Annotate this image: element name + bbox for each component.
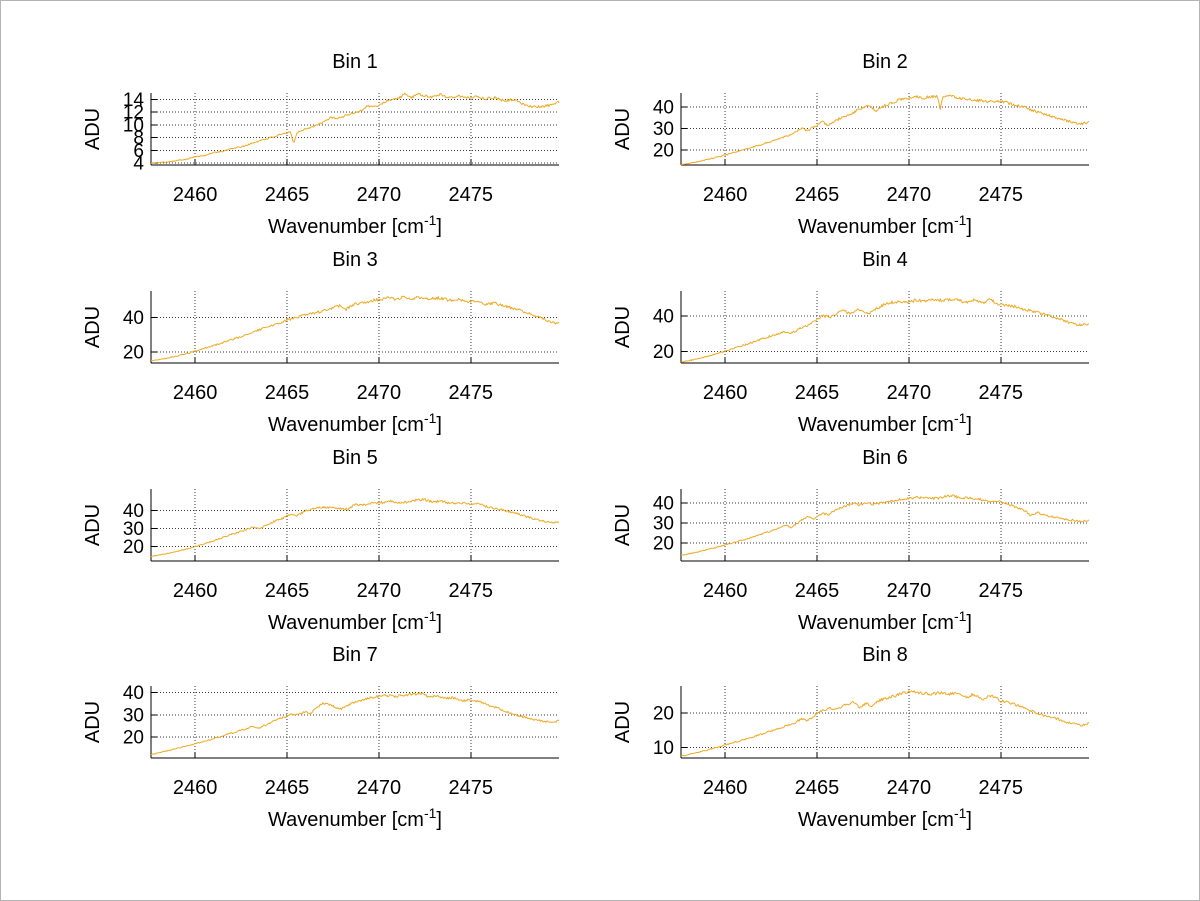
y-tick-label: 40 (653, 98, 674, 119)
y-axis-label: ADU (612, 504, 634, 546)
subplot-title: Bin 2 (862, 51, 908, 73)
y-tick-label: 30 (123, 705, 144, 726)
spectrum-line (680, 298, 1090, 363)
spectrum-line (150, 692, 560, 756)
spectrum-line (680, 494, 1090, 556)
x-tick-label: 2470 (887, 777, 932, 799)
y-tick-label: 40 (123, 683, 144, 704)
x-tick-label: 2460 (173, 580, 218, 602)
y-tick-label: 4 (133, 154, 144, 175)
y-axis-label: ADU (82, 504, 104, 546)
x-tick-label: 2475 (449, 184, 494, 206)
subplot-title: Bin 8 (862, 644, 908, 666)
y-tick-label: 30 (123, 519, 144, 540)
x-axis-label: Wavenumber [cm-1] (268, 805, 442, 831)
y-tick-label: 20 (123, 343, 144, 364)
spectrum-line (150, 498, 560, 558)
x-tick-label: 2460 (703, 777, 748, 799)
x-tick-label: 2470 (887, 184, 932, 206)
y-tick-label: 14 (123, 90, 145, 111)
x-tick-label: 2475 (979, 382, 1024, 404)
y-axis-label: ADU (82, 108, 104, 150)
y-tick-label: 20 (123, 728, 144, 749)
subplot-title: Bin 5 (332, 447, 378, 469)
subplot-bin-3: Bin 3 20 40 2460 2465 2470 2475 ADU Wavenumber [… (82, 249, 560, 436)
y-tick-label: 8 (133, 128, 144, 149)
y-axis-label: ADU (82, 306, 104, 348)
x-tick-label: 2460 (703, 184, 748, 206)
x-tick-label: 2470 (357, 580, 402, 602)
x-tick-label: 2465 (265, 777, 310, 799)
y-tick-label: 20 (653, 703, 674, 724)
subplot-title: Bin 6 (862, 447, 908, 469)
x-tick-label: 2470 (357, 184, 402, 206)
y-tick-label: 20 (653, 342, 674, 363)
spectrum-line (680, 690, 1090, 757)
x-tick-label: 2465 (265, 382, 310, 404)
x-tick-label: 2470 (357, 777, 402, 799)
x-tick-label: 2465 (795, 184, 840, 206)
x-tick-label: 2475 (449, 580, 494, 602)
y-axis-label: ADU (612, 701, 634, 743)
x-tick-label: 2470 (887, 580, 932, 602)
y-tick-label: 20 (123, 537, 144, 558)
y-axis-label: ADU (612, 108, 634, 150)
y-tick-label: 10 (123, 115, 144, 136)
y-tick-label: 40 (653, 306, 674, 327)
spectrum-line (680, 94, 1090, 166)
x-tick-label: 2475 (449, 777, 494, 799)
y-axis-label: ADU (612, 306, 634, 348)
y-tick-label: 6 (133, 141, 144, 162)
x-tick-label: 2460 (703, 580, 748, 602)
y-tick-label: 40 (123, 501, 144, 522)
x-axis-label: Wavenumber [cm-1] (798, 805, 972, 831)
x-axis-label: Wavenumber [cm-1] (268, 410, 442, 436)
subplot-bin-8: Bin 8 10 20 2460 2465 2470 2475 ADU Wavenumber [… (612, 644, 1090, 831)
spectrum-line (150, 295, 560, 362)
x-tick-label: 2460 (703, 382, 748, 404)
subplot-title: Bin 1 (332, 51, 378, 73)
x-tick-label: 2465 (795, 382, 840, 404)
x-tick-label: 2465 (265, 580, 310, 602)
y-tick-label: 30 (653, 119, 674, 140)
x-axis-label: Wavenumber [cm-1] (798, 212, 972, 238)
x-tick-label: 2465 (795, 580, 840, 602)
subplot-title: Bin 3 (332, 249, 378, 271)
y-tick-label: 10 (653, 738, 674, 759)
y-tick-label: 40 (653, 494, 674, 515)
subplot-title: Bin 7 (332, 644, 378, 666)
x-axis-label: Wavenumber [cm-1] (268, 608, 442, 634)
x-tick-label: 2475 (979, 777, 1024, 799)
y-tick-label: 12 (123, 103, 144, 124)
x-tick-label: 2475 (449, 382, 494, 404)
subplot-bin-4: Bin 4 20 40 2460 2465 2470 2475 ADU Wavenumber [… (612, 249, 1090, 436)
y-tick-label: 20 (653, 141, 674, 162)
x-axis-label: Wavenumber [cm-1] (798, 608, 972, 634)
y-tick-label: 20 (653, 534, 674, 555)
x-tick-label: 2475 (979, 580, 1024, 602)
y-tick-label: 40 (123, 308, 144, 329)
x-tick-label: 2470 (887, 382, 932, 404)
y-tick-label: 30 (653, 514, 674, 535)
x-tick-label: 2475 (979, 184, 1024, 206)
x-tick-label: 2465 (795, 777, 840, 799)
x-tick-label: 2465 (265, 184, 310, 206)
x-axis-label: Wavenumber [cm-1] (798, 410, 972, 436)
x-tick-label: 2470 (357, 382, 402, 404)
x-tick-label: 2460 (173, 382, 218, 404)
x-tick-label: 2460 (173, 184, 218, 206)
spectrum-line (150, 92, 560, 164)
x-tick-label: 2460 (173, 777, 218, 799)
y-axis-label: ADU (82, 701, 104, 743)
subplot-title: Bin 4 (862, 249, 908, 271)
x-axis-label: Wavenumber [cm-1] (268, 212, 442, 238)
